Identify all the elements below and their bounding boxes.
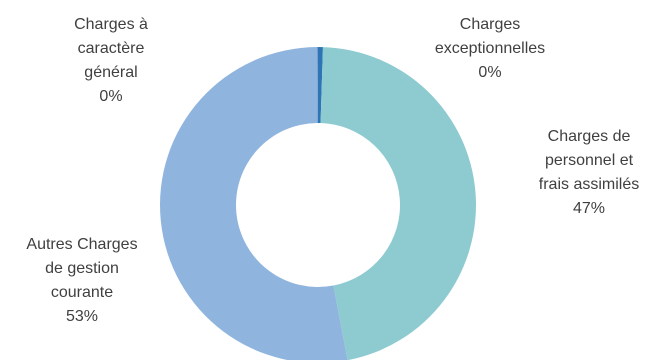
- pct-text: 0%: [99, 88, 123, 105]
- label-line: exceptionnelles: [434, 40, 546, 57]
- label-charges-caractere-general: Charges à caractère général 0%: [74, 13, 148, 109]
- label-line: frais assimilés: [538, 176, 640, 193]
- slice-charges-caractere-general: [317, 47, 318, 124]
- label-line: Charges: [459, 16, 521, 33]
- label-line: caractère: [77, 40, 145, 57]
- pct-text: 47%: [572, 200, 606, 217]
- slice-charges-personnel: [320, 47, 476, 360]
- pct-text: 53%: [65, 308, 99, 325]
- slice-autres-charges: [159, 47, 348, 360]
- label-line: courante: [50, 284, 114, 301]
- label-line: personnel et: [544, 152, 634, 169]
- slice-charges-exceptionnelles: [318, 47, 323, 124]
- label-charges-personnel: Charges de personnel et frais assimilés …: [539, 125, 639, 221]
- label-line: Charges de: [547, 128, 631, 145]
- label-line: général: [84, 64, 138, 81]
- label-line: Charges à: [74, 16, 148, 33]
- pct-text: 0%: [478, 64, 502, 81]
- label-charges-exceptionnelles: Charges exceptionnelles 0%: [435, 13, 545, 85]
- label-line: Autres Charges: [26, 236, 138, 253]
- label-line: de gestion: [45, 260, 119, 277]
- label-autres-charges: Autres Charges de gestion courante 53%: [26, 233, 137, 329]
